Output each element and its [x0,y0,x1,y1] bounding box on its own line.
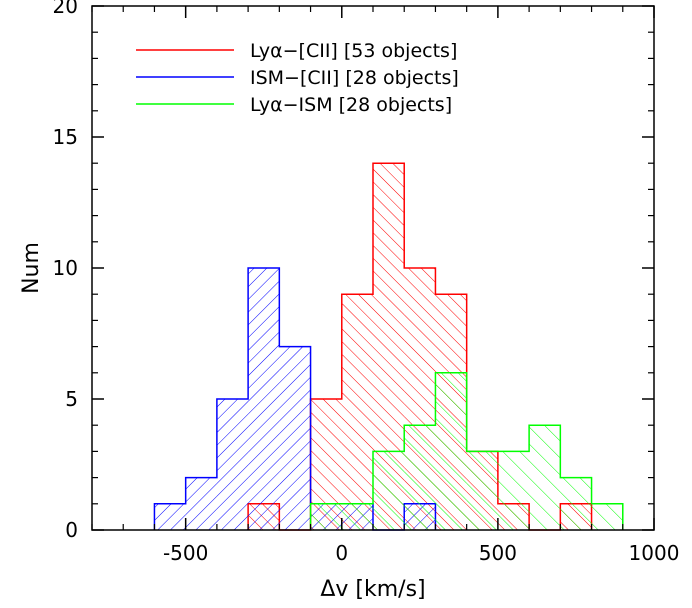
x-tick-label: 0 [335,541,348,565]
histogram-bar [216,399,249,530]
y-tick-label: 15 [53,125,78,149]
histogram-bar [591,503,623,530]
histogram-bar [279,346,311,530]
y-tick-label: 5 [65,387,78,411]
axis-ticks: -500 0 500 1000 0 5 10 15 20 [53,0,680,565]
histogram-bar [341,503,373,530]
x-axis-label: Δv [km/s] [320,577,425,602]
series-outline [309,372,624,530]
y-tick-label: 10 [53,256,78,280]
legend-label: Lyα−ISM [28 objects] [250,94,452,116]
legend-label: ISM−[CII] [28 objects] [250,67,459,89]
y-axis-label: Num [19,242,44,294]
legend: Lyα−[CII] [53 objects] ISM−[CII] [28 obje… [136,40,459,116]
y-tick-label: 0 [65,518,78,542]
histogram-bar [154,503,186,530]
histogram-bar [529,425,561,530]
histogram-bar [466,451,498,530]
histogram-bar [185,477,217,530]
y-tick-label: 20 [53,0,78,18]
histogram-bar [497,451,530,530]
histogram-bar [373,451,405,530]
histogram-bar [341,294,373,530]
histogram-bar [310,503,342,530]
histogram-series [153,162,624,531]
histogram-bar [435,372,467,530]
x-tick-label: 500 [479,541,517,565]
legend-label: Lyα−[CII] [53 objects] [250,40,457,62]
histogram-bar [560,477,592,530]
series-2 [309,372,624,530]
x-tick-label: -500 [163,541,208,565]
histogram-bar [248,268,280,530]
x-tick-label: 1000 [629,541,680,565]
histogram-bar [404,425,436,530]
